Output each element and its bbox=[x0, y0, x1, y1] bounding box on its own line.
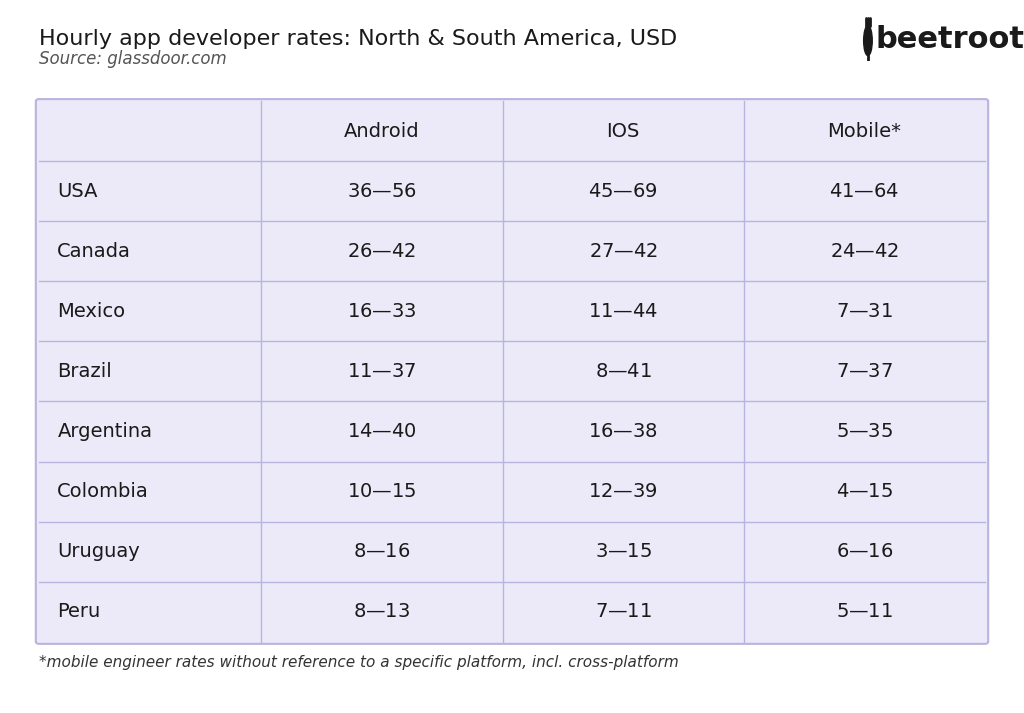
Text: $7 — $37: $7 — $37 bbox=[836, 362, 893, 381]
Text: Hourly app developer rates: North & South America, USD: Hourly app developer rates: North & Sout… bbox=[39, 29, 677, 48]
Text: $24 — $42: $24 — $42 bbox=[829, 242, 899, 261]
Text: $5 — $35: $5 — $35 bbox=[836, 422, 893, 441]
Text: $10 — $15: $10 — $15 bbox=[347, 482, 417, 501]
Text: $41 — $64: $41 — $64 bbox=[829, 182, 899, 201]
Text: Brazil: Brazil bbox=[57, 362, 112, 381]
Text: $45 — $69: $45 — $69 bbox=[589, 182, 658, 201]
Text: $12 — $39: $12 — $39 bbox=[589, 482, 658, 501]
Text: Canada: Canada bbox=[57, 242, 131, 261]
Text: Android: Android bbox=[344, 122, 420, 140]
Text: $27 — $42: $27 — $42 bbox=[589, 242, 657, 261]
Text: Mobile*: Mobile* bbox=[827, 122, 901, 140]
Text: IOS: IOS bbox=[606, 122, 640, 140]
Circle shape bbox=[863, 26, 872, 56]
Text: $6 — $16: $6 — $16 bbox=[836, 542, 893, 561]
Text: Uruguay: Uruguay bbox=[57, 542, 140, 561]
Text: $11 — $37: $11 — $37 bbox=[347, 362, 417, 381]
Text: $7 — $11: $7 — $11 bbox=[595, 602, 651, 621]
Text: $11 — $44: $11 — $44 bbox=[588, 302, 658, 321]
Text: $8 — $41: $8 — $41 bbox=[595, 362, 651, 381]
Text: $16 — $38: $16 — $38 bbox=[588, 422, 658, 441]
Text: *mobile engineer rates without reference to a specific platform, incl. cross-pla: *mobile engineer rates without reference… bbox=[39, 655, 679, 670]
Text: Argentina: Argentina bbox=[57, 422, 153, 441]
Text: $7 — $31: $7 — $31 bbox=[836, 302, 893, 321]
Text: Mexico: Mexico bbox=[57, 302, 126, 321]
Text: $14 — $40: $14 — $40 bbox=[347, 422, 417, 441]
Text: USA: USA bbox=[57, 182, 98, 201]
Text: $3 — $15: $3 — $15 bbox=[595, 542, 651, 561]
Text: $4 — $15: $4 — $15 bbox=[836, 482, 893, 501]
Text: $36 — $56: $36 — $56 bbox=[347, 182, 417, 201]
Text: Colombia: Colombia bbox=[57, 482, 150, 501]
Text: $26 — $42: $26 — $42 bbox=[347, 242, 417, 261]
Text: $5 — $11: $5 — $11 bbox=[836, 602, 893, 621]
Text: $16 — $33: $16 — $33 bbox=[347, 302, 417, 321]
Text: Peru: Peru bbox=[57, 602, 100, 621]
Text: Source: glassdoor.com: Source: glassdoor.com bbox=[39, 50, 226, 68]
Text: beetroot: beetroot bbox=[876, 25, 1024, 54]
Text: $8 — $13: $8 — $13 bbox=[353, 602, 411, 621]
Text: $8 — $16: $8 — $16 bbox=[353, 542, 411, 561]
